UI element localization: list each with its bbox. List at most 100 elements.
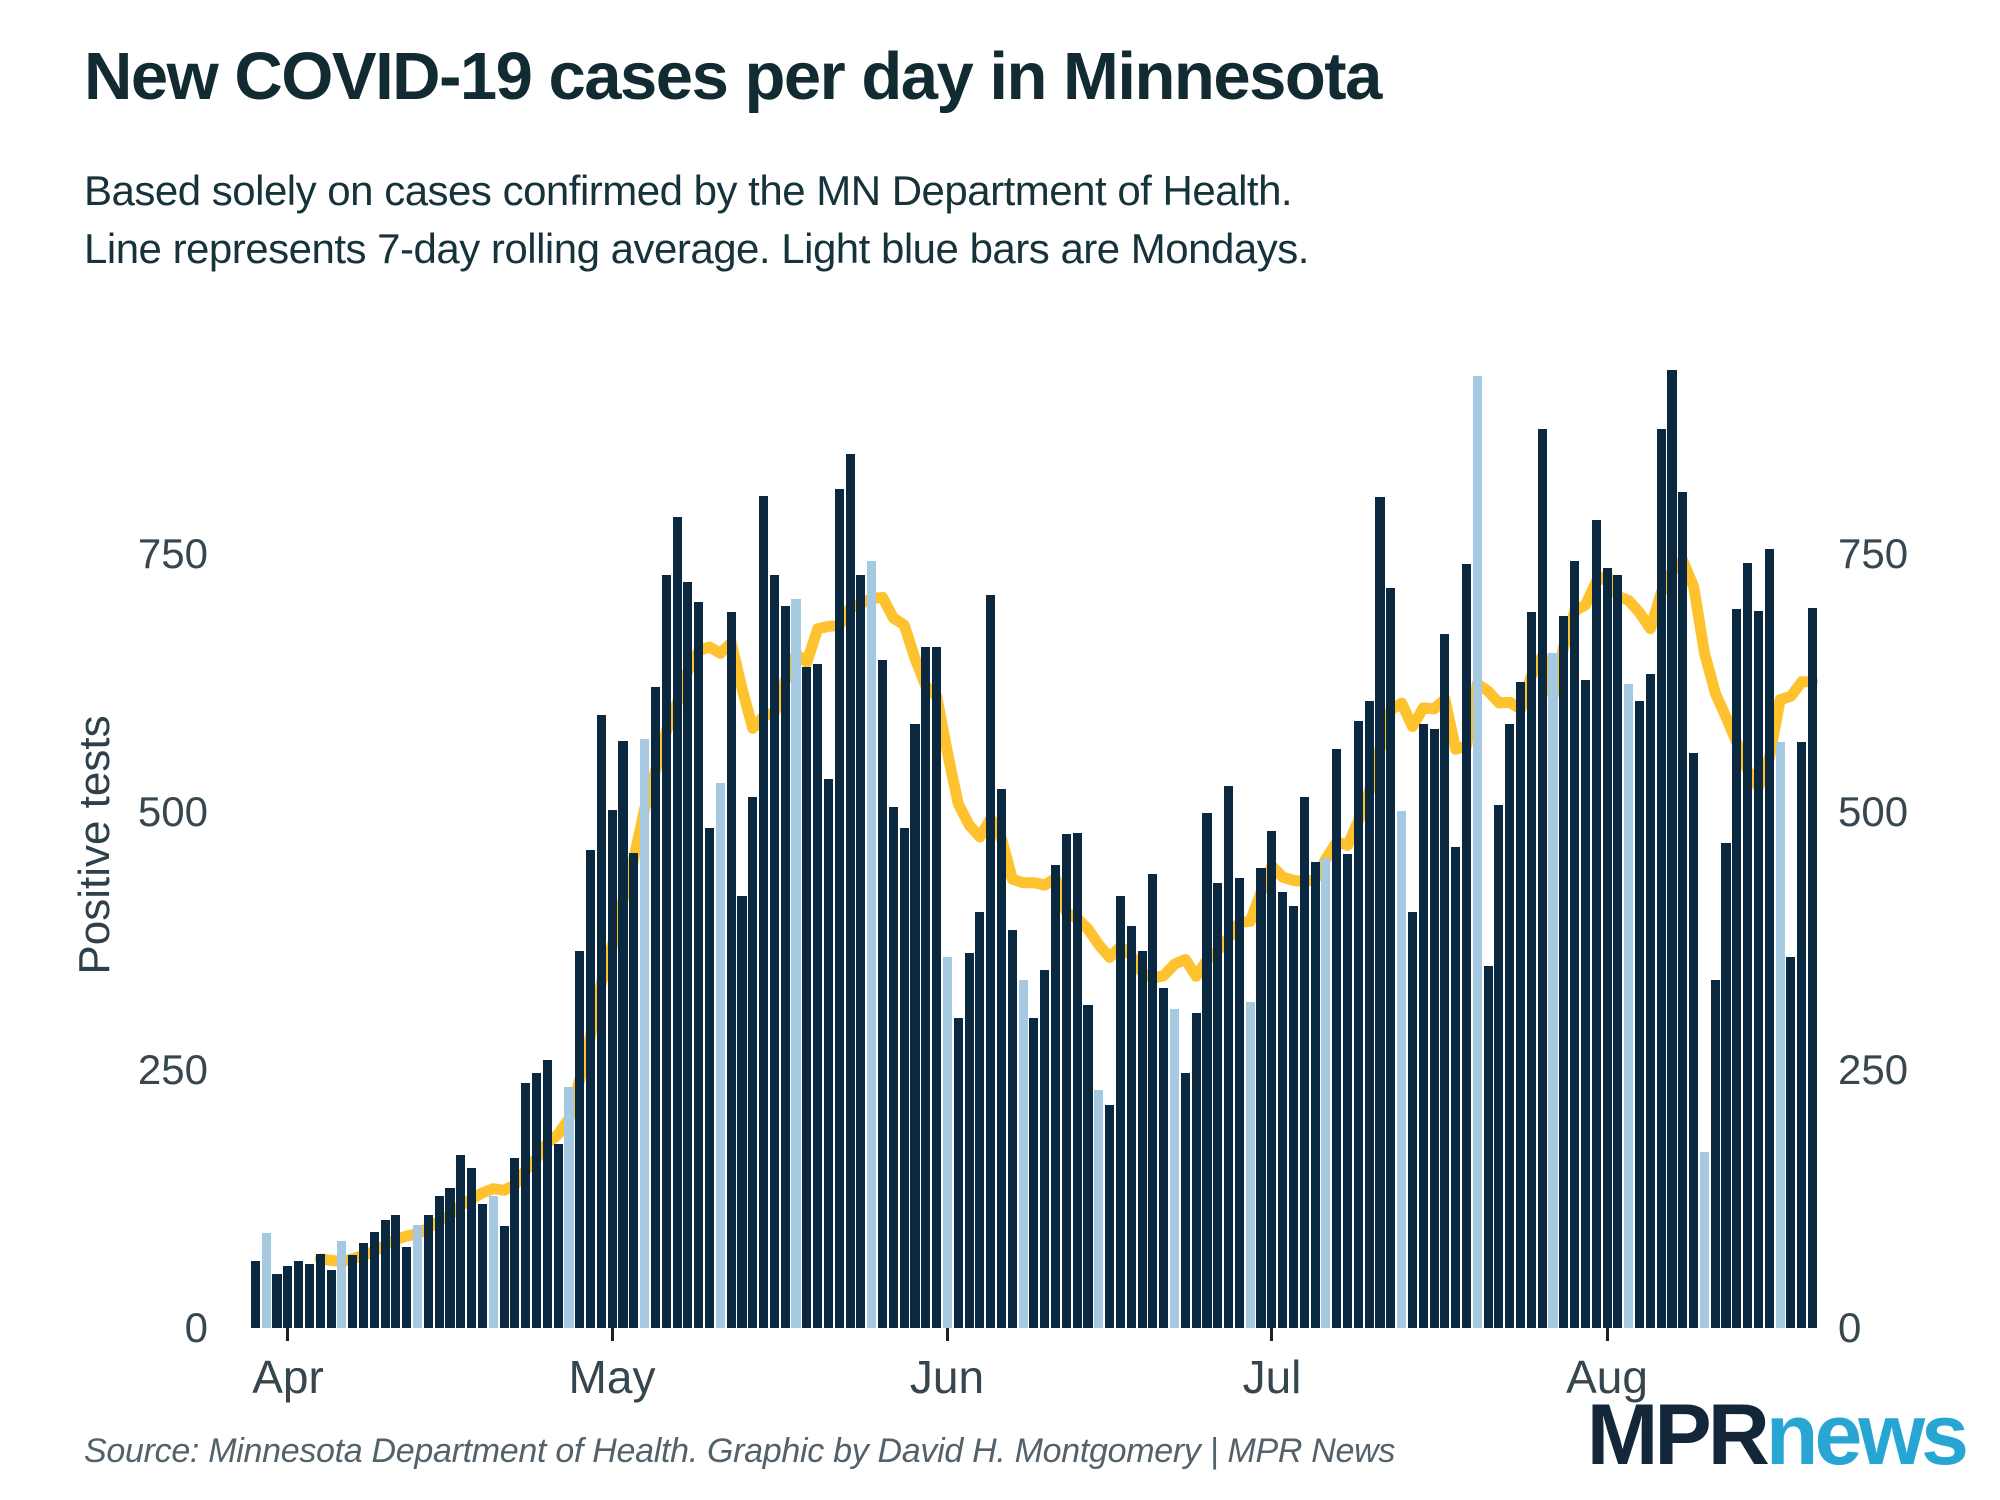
daily-bar	[618, 740, 628, 1328]
daily-bar	[1570, 561, 1580, 1328]
daily-bar	[888, 806, 898, 1328]
daily-bar	[1591, 520, 1601, 1328]
daily-bar	[780, 605, 790, 1328]
daily-bar	[1126, 925, 1136, 1328]
daily-bar	[910, 724, 920, 1328]
daily-bar	[467, 1168, 477, 1328]
daily-bar	[423, 1214, 433, 1328]
daily-bar	[1083, 1005, 1093, 1328]
daily-bar	[1332, 749, 1342, 1328]
daily-bar	[434, 1195, 444, 1328]
daily-bar	[1721, 843, 1731, 1328]
daily-bar	[1202, 813, 1212, 1328]
daily-bar	[921, 647, 931, 1328]
monday-bar	[867, 561, 877, 1328]
daily-bar	[1634, 700, 1645, 1328]
daily-bar	[1007, 929, 1017, 1328]
daily-bar	[1310, 861, 1320, 1328]
daily-bar	[845, 454, 855, 1328]
daily-bar	[1743, 563, 1753, 1328]
daily-bar	[1061, 833, 1071, 1328]
daily-bar	[1213, 883, 1223, 1328]
daily-bar	[1516, 682, 1526, 1328]
daily-bar	[456, 1154, 466, 1328]
daily-bar	[1051, 864, 1061, 1328]
daily-bar	[1764, 548, 1774, 1328]
logo-news-text: news	[1765, 1387, 1969, 1483]
chart-subtitle-line2: Line represents 7-day rolling average. L…	[84, 224, 1309, 272]
x-tick-mark	[286, 1328, 289, 1341]
daily-bar	[304, 1264, 314, 1328]
daily-bar	[250, 1260, 260, 1328]
x-tick-mark	[611, 1328, 614, 1341]
daily-bar	[1580, 680, 1590, 1328]
daily-bar	[445, 1187, 455, 1328]
daily-bar	[1537, 429, 1547, 1328]
daily-bar	[1667, 370, 1677, 1328]
daily-bar	[1710, 980, 1720, 1328]
daily-bar	[1299, 796, 1309, 1328]
daily-bar	[1461, 564, 1472, 1328]
daily-bar	[1786, 956, 1796, 1328]
daily-bar	[1105, 1105, 1115, 1328]
daily-bar	[1689, 753, 1699, 1328]
monday-bar	[1397, 811, 1407, 1328]
daily-bar	[1040, 969, 1050, 1328]
daily-bar	[380, 1219, 390, 1328]
daily-bar	[737, 895, 747, 1328]
daily-bar	[759, 496, 769, 1328]
daily-bar	[1364, 700, 1374, 1328]
y-tick-label-right: 500	[1838, 788, 1909, 835]
daily-bar	[1613, 574, 1623, 1328]
daily-bar	[1234, 878, 1244, 1328]
monday-bar	[1321, 857, 1331, 1328]
x-tick-label-jun: Jun	[909, 1351, 985, 1403]
daily-bar	[661, 574, 671, 1328]
daily-bar	[1440, 633, 1450, 1328]
x-tick-label-jul: Jul	[1242, 1351, 1302, 1403]
monday-bar	[715, 783, 725, 1328]
daily-bar	[1256, 867, 1266, 1328]
daily-bar	[315, 1253, 325, 1328]
monday-bar	[942, 956, 952, 1328]
daily-bar	[1451, 847, 1461, 1328]
monday-bar	[1699, 1151, 1709, 1328]
y-tick-label-left: 250	[137, 1046, 208, 1093]
daily-bar	[878, 660, 888, 1328]
daily-bar	[1342, 854, 1353, 1328]
y-tick-label-left: 0	[184, 1304, 208, 1351]
daily-bar	[521, 1083, 531, 1328]
daily-bar	[1029, 1018, 1039, 1328]
daily-bar	[856, 574, 866, 1328]
daily-bar	[326, 1270, 336, 1328]
daily-bar	[1386, 588, 1396, 1328]
daily-bar	[1137, 951, 1147, 1328]
monday-bar	[1169, 1009, 1180, 1328]
daily-bar	[964, 953, 974, 1328]
daily-bar	[1180, 1073, 1190, 1328]
daily-bar	[813, 663, 823, 1328]
daily-bar	[586, 850, 596, 1328]
daily-bar	[704, 827, 715, 1328]
x-tick-mark	[946, 1328, 949, 1341]
monday-bar	[1624, 684, 1634, 1328]
daily-bar	[1429, 728, 1439, 1328]
daily-bar	[986, 595, 996, 1328]
daily-bar	[1353, 721, 1363, 1328]
daily-bar	[1807, 607, 1818, 1328]
daily-bar	[1224, 786, 1234, 1328]
daily-bar	[510, 1157, 520, 1328]
daily-bar	[272, 1274, 282, 1328]
monday-bar	[1548, 653, 1558, 1328]
daily-bar	[294, 1260, 304, 1328]
daily-bar	[1797, 741, 1807, 1328]
monday-bar	[337, 1241, 347, 1328]
daily-bar	[1288, 906, 1299, 1328]
daily-bar	[1159, 987, 1169, 1328]
daily-bar	[596, 715, 606, 1328]
daily-bar	[1278, 891, 1288, 1328]
daily-bar	[575, 951, 585, 1328]
daily-bar	[1115, 895, 1125, 1328]
monday-bar	[791, 598, 801, 1328]
